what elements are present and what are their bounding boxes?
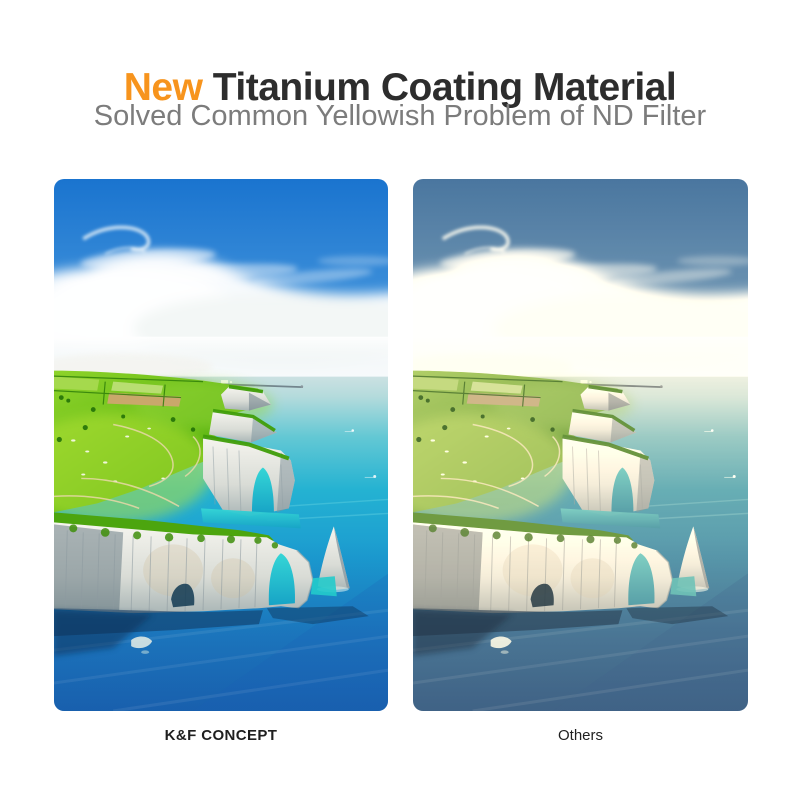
page-subtitle: Solved Common Yellowish Problem of ND Fi… (93, 100, 707, 132)
others-label: Others (557, 727, 603, 744)
title-highlight: New (123, 66, 203, 110)
kf-label: K&F CONCEPT (164, 727, 278, 744)
others-image-panel (413, 179, 748, 711)
kf-image-panel (54, 179, 388, 711)
page-title: New Titanium Coating Material (0, 66, 800, 110)
etretat-cliffs-photo-others (413, 179, 748, 711)
title-rest: Titanium Coating Material (212, 66, 677, 110)
etretat-cliffs-photo-kf (54, 179, 388, 711)
